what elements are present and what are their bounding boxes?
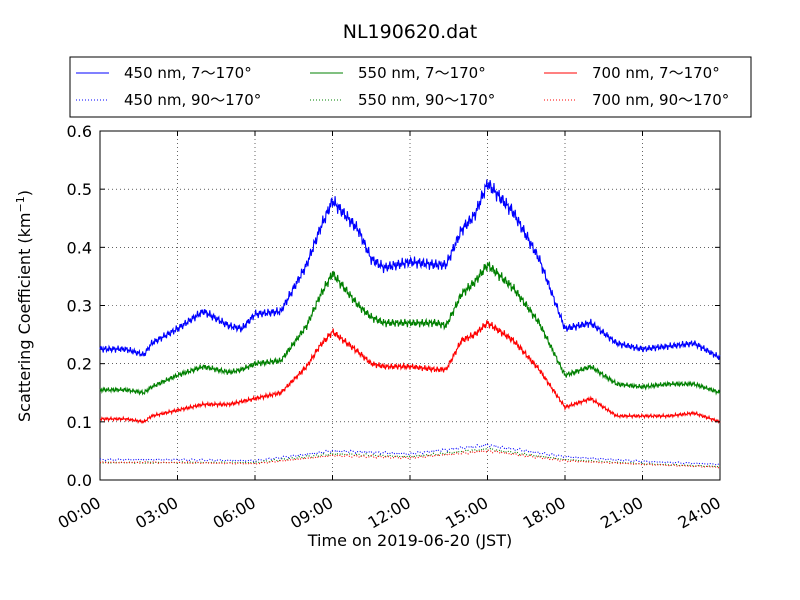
chart-title: NL190620.dat	[343, 21, 478, 43]
legend-label: 450 nm, 90～170°	[124, 91, 261, 109]
y-tick-label: 0.2	[67, 355, 92, 374]
legend-items: 450 nm, 7～170° 550 nm, 7～170° 700 nm, 7～17…	[76, 64, 729, 109]
y-tick-label: 0.1	[67, 413, 92, 432]
grid	[100, 131, 720, 480]
x-axis-label: Time on 2019-06-20 (JST)	[307, 531, 512, 550]
y-tick-labels: 0.0 0.1 0.2 0.3 0.4 0.5 0.6	[67, 122, 92, 490]
legend-label: 700 nm, 7～170°	[592, 64, 720, 82]
series-line	[99, 261, 721, 396]
y-axis-label-exponent: −1	[14, 196, 27, 212]
y-tick-label: 0.3	[67, 297, 92, 316]
plot-area	[99, 130, 721, 481]
series-line	[99, 448, 721, 469]
legend-box	[69, 56, 752, 118]
y-tick-label: 0.5	[67, 180, 92, 199]
series-layer	[99, 179, 721, 469]
legend-label: 450 nm, 7～170°	[124, 64, 252, 82]
y-axis-label-main: Scattering Coefficient (km	[15, 212, 34, 422]
legend: 450 nm, 7～170° 550 nm, 7～170° 700 nm, 7～17…	[69, 56, 752, 118]
legend-label: 550 nm, 7～170°	[358, 64, 486, 82]
series-line	[99, 320, 721, 425]
legend-label: 550 nm, 90～170°	[358, 91, 495, 109]
ticks	[99, 130, 721, 481]
y-tick-label: 0.4	[67, 238, 92, 257]
series-line	[99, 179, 721, 360]
y-tick-label: 0.0	[67, 471, 92, 490]
y-axis-label-close: )	[15, 190, 34, 196]
legend-label: 700 nm, 90～170°	[592, 91, 729, 109]
y-axis-label: Scattering Coefficient (km−1)	[14, 190, 34, 422]
y-tick-label: 0.6	[67, 122, 92, 141]
